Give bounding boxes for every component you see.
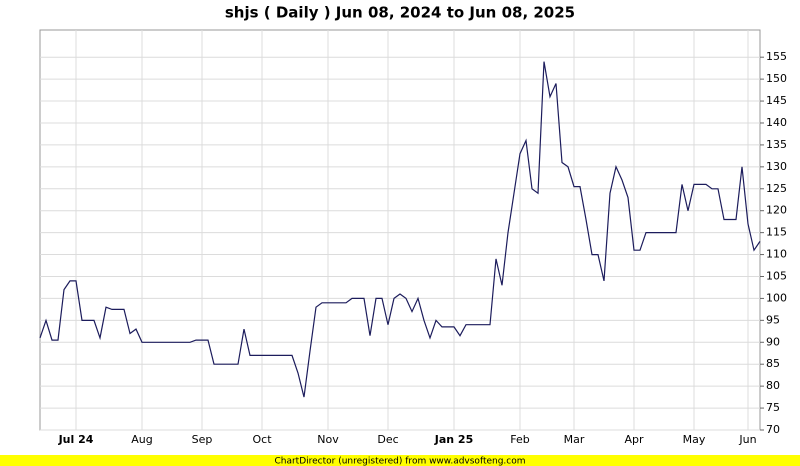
x-tick-label: Jul 24 [58, 433, 94, 446]
x-tick-label: May [683, 433, 706, 446]
y-tick-label: 85 [766, 357, 780, 370]
x-tick-label: Mar [564, 433, 585, 446]
y-tick-label: 95 [766, 313, 780, 326]
x-tick-label: Oct [252, 433, 272, 446]
y-tick-label: 100 [766, 291, 787, 304]
y-tick-label: 110 [766, 248, 787, 261]
y-tick-label: 145 [766, 94, 787, 107]
x-tick-label: Dec [377, 433, 398, 446]
footer-bar [0, 455, 800, 466]
y-tick-label: 80 [766, 379, 780, 392]
x-tick-label: Aug [131, 433, 152, 446]
chart-title: shjs ( Daily ) Jun 08, 2024 to Jun 08, 2… [225, 4, 575, 22]
x-tick-label: Feb [510, 433, 529, 446]
x-tick-label: Jan 25 [434, 433, 473, 446]
y-tick-label: 140 [766, 116, 787, 129]
grid: 70 75 80 85 90 95 100 105 110 115 120 125 130 135 140 1… [40, 30, 787, 446]
x-tick-label: Nov [317, 433, 339, 446]
x-tick-label: Sep [192, 433, 213, 446]
y-tick-label: 70 [766, 423, 780, 436]
marks [39, 61, 761, 398]
y-tick-label: 125 [766, 182, 787, 195]
y-tick-label: 75 [766, 401, 780, 414]
y-tick-label: 115 [766, 226, 787, 239]
y-tick-label: 105 [766, 269, 787, 282]
price-line [39, 61, 761, 398]
plot-area [39, 29, 761, 431]
y-tick-label: 120 [766, 204, 787, 217]
y-tick-label: 155 [766, 50, 787, 63]
y-tick-label: 130 [766, 160, 787, 173]
x-tick-label: Apr [624, 433, 644, 446]
y-tick-label: 135 [766, 138, 787, 151]
footer-text: ChartDirector (unregistered) from www.ad… [274, 457, 525, 466]
x-tick-label: Jun [738, 433, 756, 446]
y-tick-label: 90 [766, 335, 780, 348]
y-tick-label: 150 [766, 72, 787, 85]
